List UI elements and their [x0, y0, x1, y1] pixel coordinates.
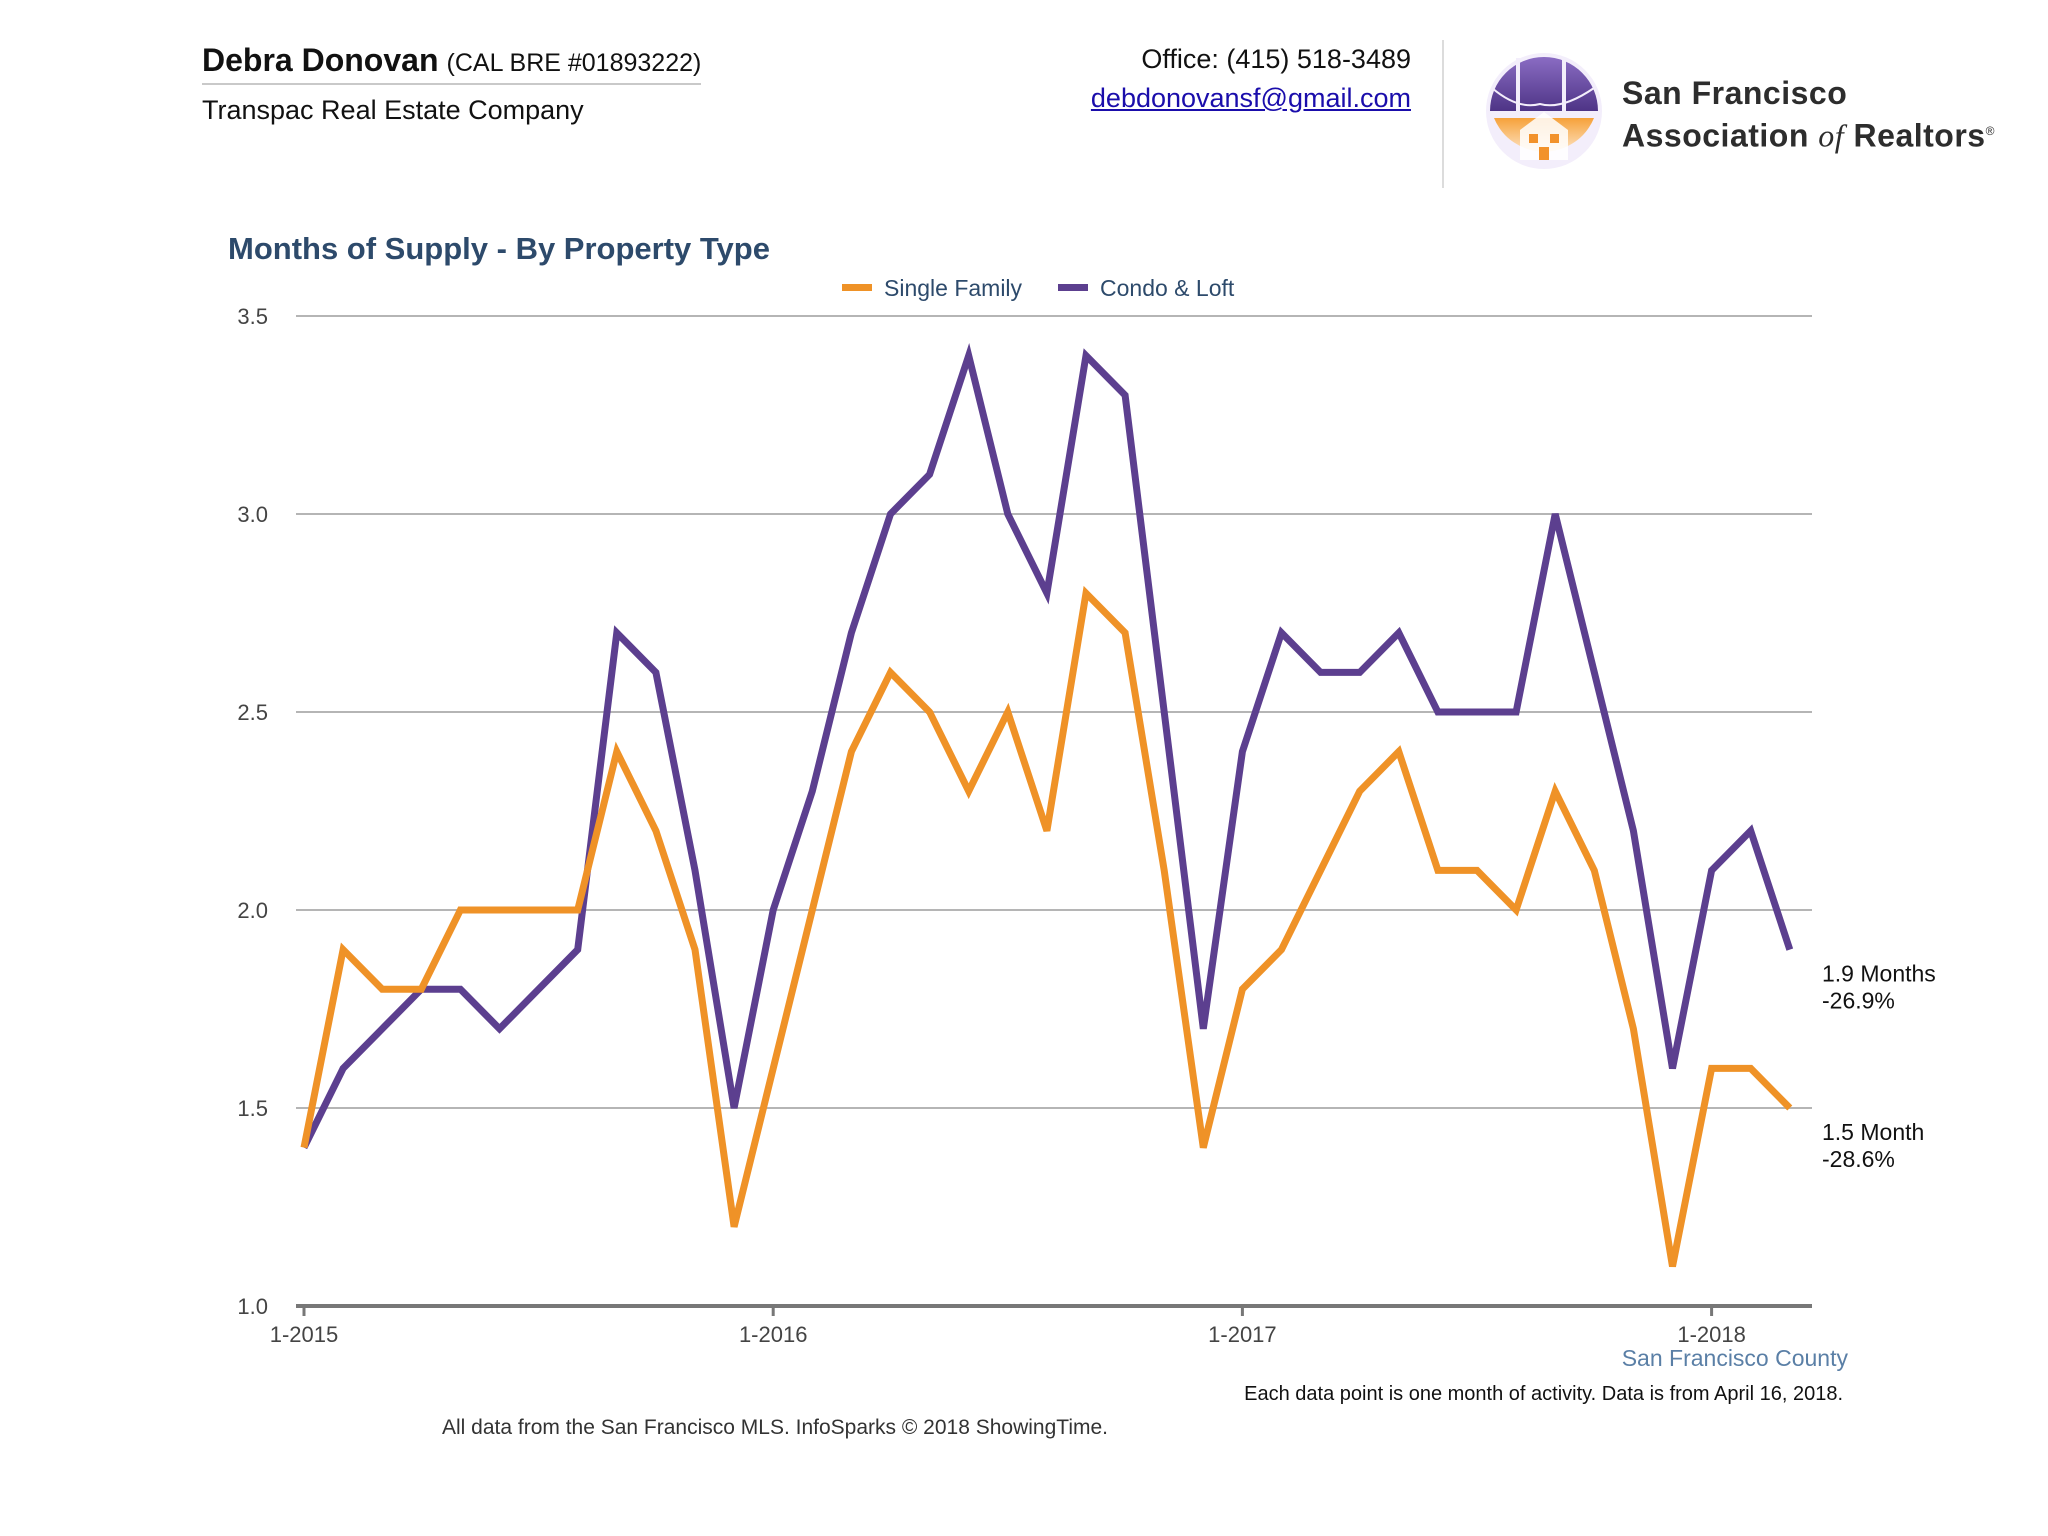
x-axis: 1-2015 1-2016 1-2017 1-2018: [270, 1304, 1812, 1347]
x-tick-label: 1-2015: [270, 1322, 339, 1347]
agent-info: Debra Donovan (CAL BRE #01893222) Transp…: [202, 42, 702, 126]
y-tick-label: 3.0: [237, 502, 268, 527]
end-annotations: 1.9 Months-26.9% 1.5 Month-28.6%: [1822, 961, 1936, 1172]
legend-swatch-single-family: [842, 284, 872, 291]
office-phone: Office: (415) 518-3489: [1141, 44, 1411, 74]
x-tick-label: 1-2018: [1677, 1322, 1746, 1347]
y-tick-label: 1.5: [237, 1096, 268, 1121]
series-lines: [300, 342, 1794, 1268]
logo-of: of: [1818, 117, 1845, 154]
legend-swatch-condo-loft: [1058, 284, 1088, 291]
golden-gate-bridge-house-icon: [1486, 53, 1602, 169]
logo-association: Association: [1622, 117, 1809, 154]
logo-realtors: Realtors: [1853, 117, 1986, 154]
legend: Single Family Condo & Loft: [842, 275, 1235, 301]
logo-line2: Association of Realtors®: [1622, 112, 1995, 155]
series-line-condo-loft: [300, 342, 1794, 1150]
x-tick-label: 1-2016: [739, 1322, 808, 1347]
logo-registered: ®: [1985, 124, 1995, 138]
agent-name: Debra Donovan: [202, 42, 439, 78]
sfar-logo: San Francisco Association of Realtors®: [1482, 48, 2002, 174]
y-axis-ticks: 1.0 1.5 2.0 2.5 3.0 3.5: [237, 304, 268, 1319]
y-tick-label: 1.0: [237, 1294, 268, 1319]
annotation-change: -28.6%: [1822, 1146, 1895, 1172]
logo-text: San Francisco Association of Realtors®: [1622, 74, 1995, 155]
gridlines: [296, 315, 1812, 1109]
legend-item-condo-loft[interactable]: Condo & Loft: [1058, 275, 1235, 301]
footer-source: All data from the San Francisco MLS. Inf…: [441, 1416, 1108, 1439]
region-label: San Francisco County: [1622, 1345, 1849, 1371]
annotation-value: 1.9 Months: [1822, 961, 1936, 987]
data-note: Each data point is one month of activity…: [1244, 1383, 1843, 1405]
agent-line: Debra Donovan (CAL BRE #01893222): [202, 42, 702, 85]
contact-info: Office: (415) 518-3489 debdonovansf@gmai…: [1091, 44, 1411, 114]
logo-line1: San Francisco: [1622, 75, 1848, 111]
legend-label-single-family: Single Family: [884, 275, 1023, 301]
agent-license: (CAL BRE #01893222): [446, 49, 702, 77]
legend-item-single-family[interactable]: Single Family: [842, 275, 1023, 301]
y-tick-label: 2.5: [237, 700, 268, 725]
annotation-change: -26.9%: [1822, 988, 1895, 1014]
email-link[interactable]: debdonovansf@gmail.com: [1090, 83, 1411, 113]
x-tick-label: 1-2017: [1208, 1322, 1277, 1347]
chart-title: Months of Supply - By Property Type: [228, 231, 770, 266]
series-line-single-family: [300, 585, 1793, 1268]
header-divider: [1442, 40, 1444, 188]
company-name: Transpac Real Estate Company: [202, 95, 584, 125]
annotation-value: 1.5 Month: [1822, 1119, 1924, 1145]
y-tick-label: 3.5: [237, 304, 268, 329]
legend-label-condo-loft: Condo & Loft: [1100, 275, 1235, 301]
y-tick-label: 2.0: [237, 898, 268, 923]
